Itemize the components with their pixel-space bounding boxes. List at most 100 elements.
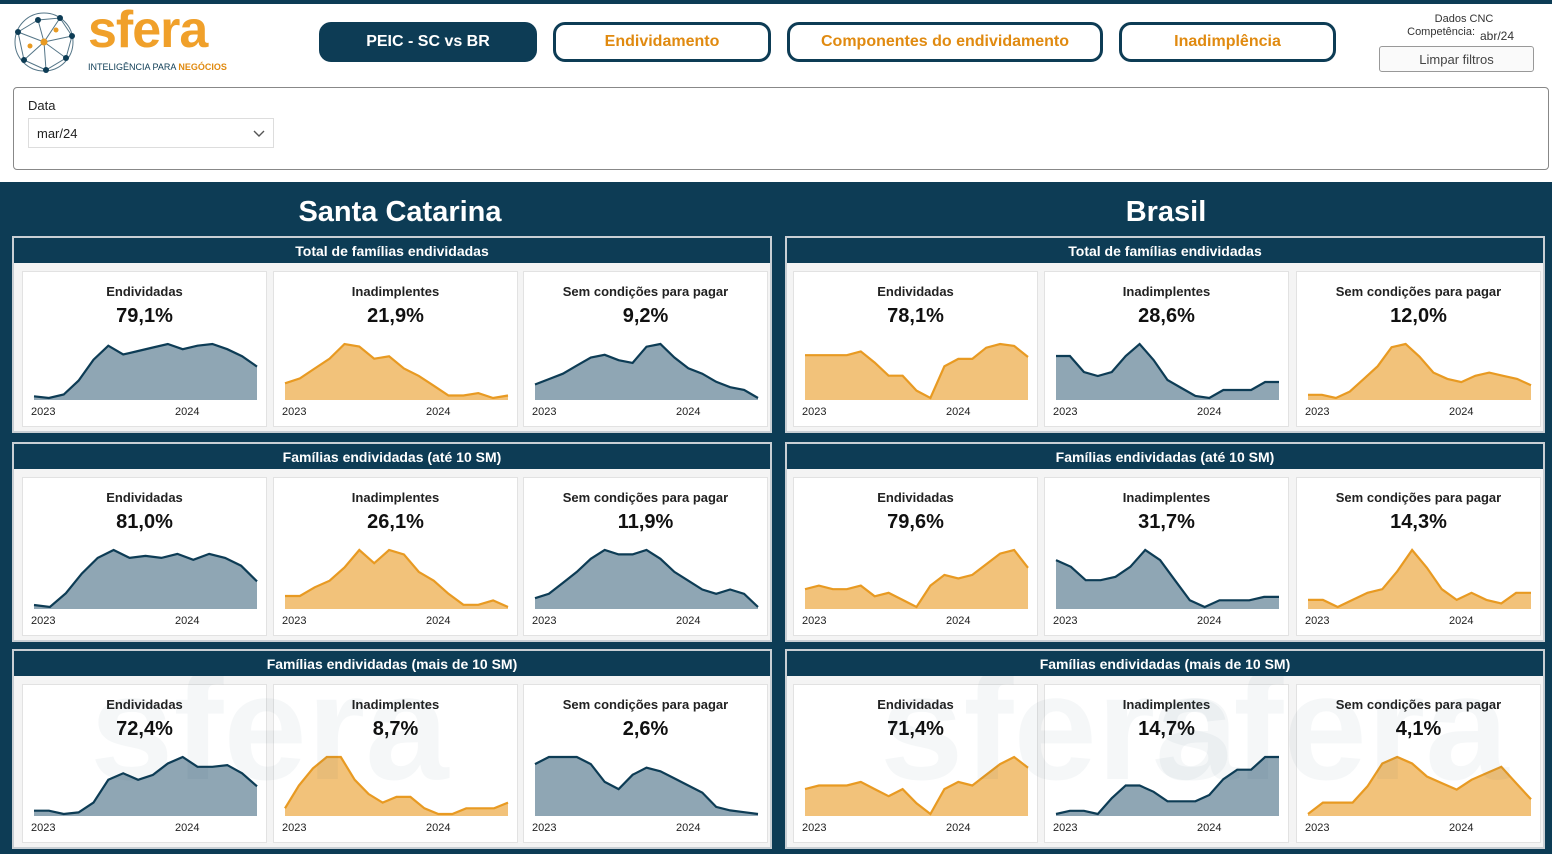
sparkline-chart: [284, 342, 509, 400]
kpi-label: Endividadas: [877, 697, 954, 712]
kpi-value: 26,1%: [367, 511, 424, 533]
clear-filters-button[interactable]: Limpar filtros: [1379, 46, 1534, 72]
kpi-card-br-g2-m1[interactable]: Endividadas 79,6% 2023 2024: [793, 477, 1038, 636]
sparkline-area: [535, 757, 758, 816]
kpi-card-sc-g2-m3[interactable]: Sem condições para pagar 11,9% 2023 2024: [523, 477, 768, 636]
sparkline-chart: [1056, 342, 1279, 400]
sparkline-chart: [284, 755, 509, 816]
sparkline-chart: [534, 342, 759, 400]
sparkline-line: [1308, 548, 1531, 609]
sparkline-area: [34, 550, 257, 609]
tab-inadimplencia[interactable]: Inadimplência: [1119, 22, 1336, 62]
axis-year-start: 2023: [532, 406, 557, 418]
axis-year-start: 2023: [532, 615, 557, 627]
axis-year-end: 2024: [946, 822, 971, 834]
sparkline-chart: [1055, 548, 1279, 609]
sparkline-line: [1055, 755, 1279, 816]
dashboard-main: Santa Catarina Brasil Total de famílias …: [0, 182, 1552, 854]
sparkline-area: [34, 344, 257, 400]
kpi-card-sc-g1-m2[interactable]: Inadimplentes 21,9% 2023 2024: [273, 271, 518, 427]
kpi-card-sc-g3-m2[interactable]: Inadimplentes 8,7% 2023 2024: [273, 684, 518, 843]
chevron-down-icon: [253, 130, 265, 137]
sparkline-area: [285, 550, 508, 609]
axis-year-end: 2024: [1197, 822, 1222, 834]
kpi-card-sc-g3-m1[interactable]: Endividadas 72,4% 2023 2024: [22, 684, 267, 843]
kpi-value: 8,7%: [372, 718, 419, 740]
filter-panel: Data mar/24: [13, 87, 1549, 170]
axis-year-end: 2024: [1197, 615, 1222, 627]
kpi-label: Sem condições para pagar: [1335, 284, 1502, 299]
kpi-label: Inadimplentes: [351, 284, 440, 299]
kpi-label: Inadimplentes: [351, 697, 440, 712]
kpi-label: Inadimplentes: [351, 490, 440, 505]
group-br-g1: Total de famílias endividadas Endividadas…: [785, 236, 1545, 433]
logo-tagline-accent: NEGÓCIOS: [178, 62, 227, 72]
kpi-label: Sem condições para pagar: [562, 284, 729, 299]
sparkline-area: [1308, 344, 1531, 400]
kpi-label: Endividadas: [877, 490, 954, 505]
kpi-card-br-g3-m3[interactable]: Sem condições para pagar 4,1% 2023 2024: [1296, 684, 1541, 843]
kpi-card-sc-g2-m1[interactable]: Endividadas 81,0% 2023 2024: [22, 477, 267, 636]
kpi-label: Inadimplentes: [1122, 284, 1211, 299]
sparkline-chart: [534, 755, 759, 816]
sparkline-line: [1056, 342, 1279, 400]
kpi-label: Sem condições para pagar: [562, 490, 729, 505]
group-title: Famílias endividadas (até 10 SM): [787, 444, 1543, 472]
axis-year-start: 2023: [282, 615, 307, 627]
kpi-label: Endividadas: [106, 284, 183, 299]
sparkline-area: [34, 757, 257, 816]
kpi-value: 79,6%: [887, 511, 944, 533]
kpi-value: 72,4%: [116, 718, 173, 740]
sparkline-area: [805, 344, 1028, 400]
axis-year-end: 2024: [1449, 822, 1474, 834]
sparkline-line: [804, 548, 1029, 609]
header-bar: sfera INTELIGÊNCIA PARA NEGÓCIOS PEIC - …: [0, 0, 1552, 182]
kpi-card-br-g3-m1[interactable]: Endividadas 71,4% 2023 2024: [793, 684, 1038, 843]
kpi-card-sc-g3-m3[interactable]: Sem condições para pagar 2,6% 2023 2024: [523, 684, 768, 843]
kpi-value: 71,4%: [887, 718, 944, 740]
group-sc-g2: Famílias endividadas (até 10 SM) Endivida…: [12, 442, 772, 642]
logo-wordmark: sfera: [88, 1, 208, 59]
axis-year-start: 2023: [1305, 615, 1330, 627]
axis-year-start: 2023: [532, 822, 557, 834]
kpi-card-sc-g1-m3[interactable]: Sem condições para pagar 9,2% 2023 2024: [523, 271, 768, 427]
sparkline-line: [805, 342, 1029, 400]
kpi-label: Sem condições para pagar: [1335, 490, 1502, 505]
sparkline-line: [1307, 755, 1532, 815]
sparkline-line: [33, 342, 258, 400]
axis-year-start: 2023: [802, 822, 827, 834]
kpi-card-br-g1-m1[interactable]: Endividadas 78,1% 2023 2024: [793, 271, 1038, 427]
axis-year-end: 2024: [426, 615, 451, 627]
sparkline-chart: [804, 755, 1029, 816]
sparkline-chart: [805, 342, 1029, 400]
sparkline-area: [1056, 344, 1279, 400]
region-title-santa-catarina: Santa Catarina: [298, 196, 502, 228]
kpi-card-br-g1-m2[interactable]: Inadimplentes 28,6% 2023 2024: [1044, 271, 1289, 427]
date-filter-dropdown[interactable]: mar/24: [28, 118, 274, 148]
sparkline-area: [805, 757, 1028, 816]
kpi-card-br-g3-m2[interactable]: Inadimplentes 14,7% 2023 2024: [1044, 684, 1289, 843]
axis-year-start: 2023: [31, 615, 56, 627]
tab-componentes-do-endividamento[interactable]: Componentes do endividamento: [787, 22, 1103, 62]
kpi-value: 4,1%: [1395, 718, 1442, 740]
kpi-card-br-g2-m2[interactable]: Inadimplentes 31,7% 2023 2024: [1044, 477, 1289, 636]
axis-year-end: 2024: [946, 615, 971, 627]
kpi-card-sc-g2-m2[interactable]: Inadimplentes 26,1% 2023 2024: [273, 477, 518, 636]
kpi-card-br-g2-m3[interactable]: Sem condições para pagar 14,3% 2023 2024: [1296, 477, 1541, 636]
sparkline-chart: [1308, 342, 1532, 400]
logo-tagline-main: INTELIGÊNCIA PARA: [88, 62, 179, 72]
competence-value: abr/24: [1480, 29, 1515, 43]
axis-year-start: 2023: [282, 822, 307, 834]
axis-year-start: 2023: [802, 406, 827, 418]
kpi-card-sc-g1-m1[interactable]: Endividadas 79,1% 2023 2024: [22, 271, 267, 427]
kpi-value: 78,1%: [887, 305, 944, 327]
kpi-label: Sem condições para pagar: [562, 697, 729, 712]
kpi-label: Sem condições para pagar: [1335, 697, 1502, 712]
kpi-label: Endividadas: [877, 284, 954, 299]
tab-peic-sc-vs-br[interactable]: PEIC - SC vs BR: [319, 22, 537, 62]
axis-year-start: 2023: [1053, 822, 1078, 834]
header-accent-line: [0, 0, 1552, 4]
group-title: Famílias endividadas (mais de 10 SM): [787, 651, 1543, 679]
tab-endividamento[interactable]: Endividamento: [553, 22, 771, 62]
kpi-card-br-g1-m3[interactable]: Sem condições para pagar 12,0% 2023 2024: [1296, 271, 1541, 427]
